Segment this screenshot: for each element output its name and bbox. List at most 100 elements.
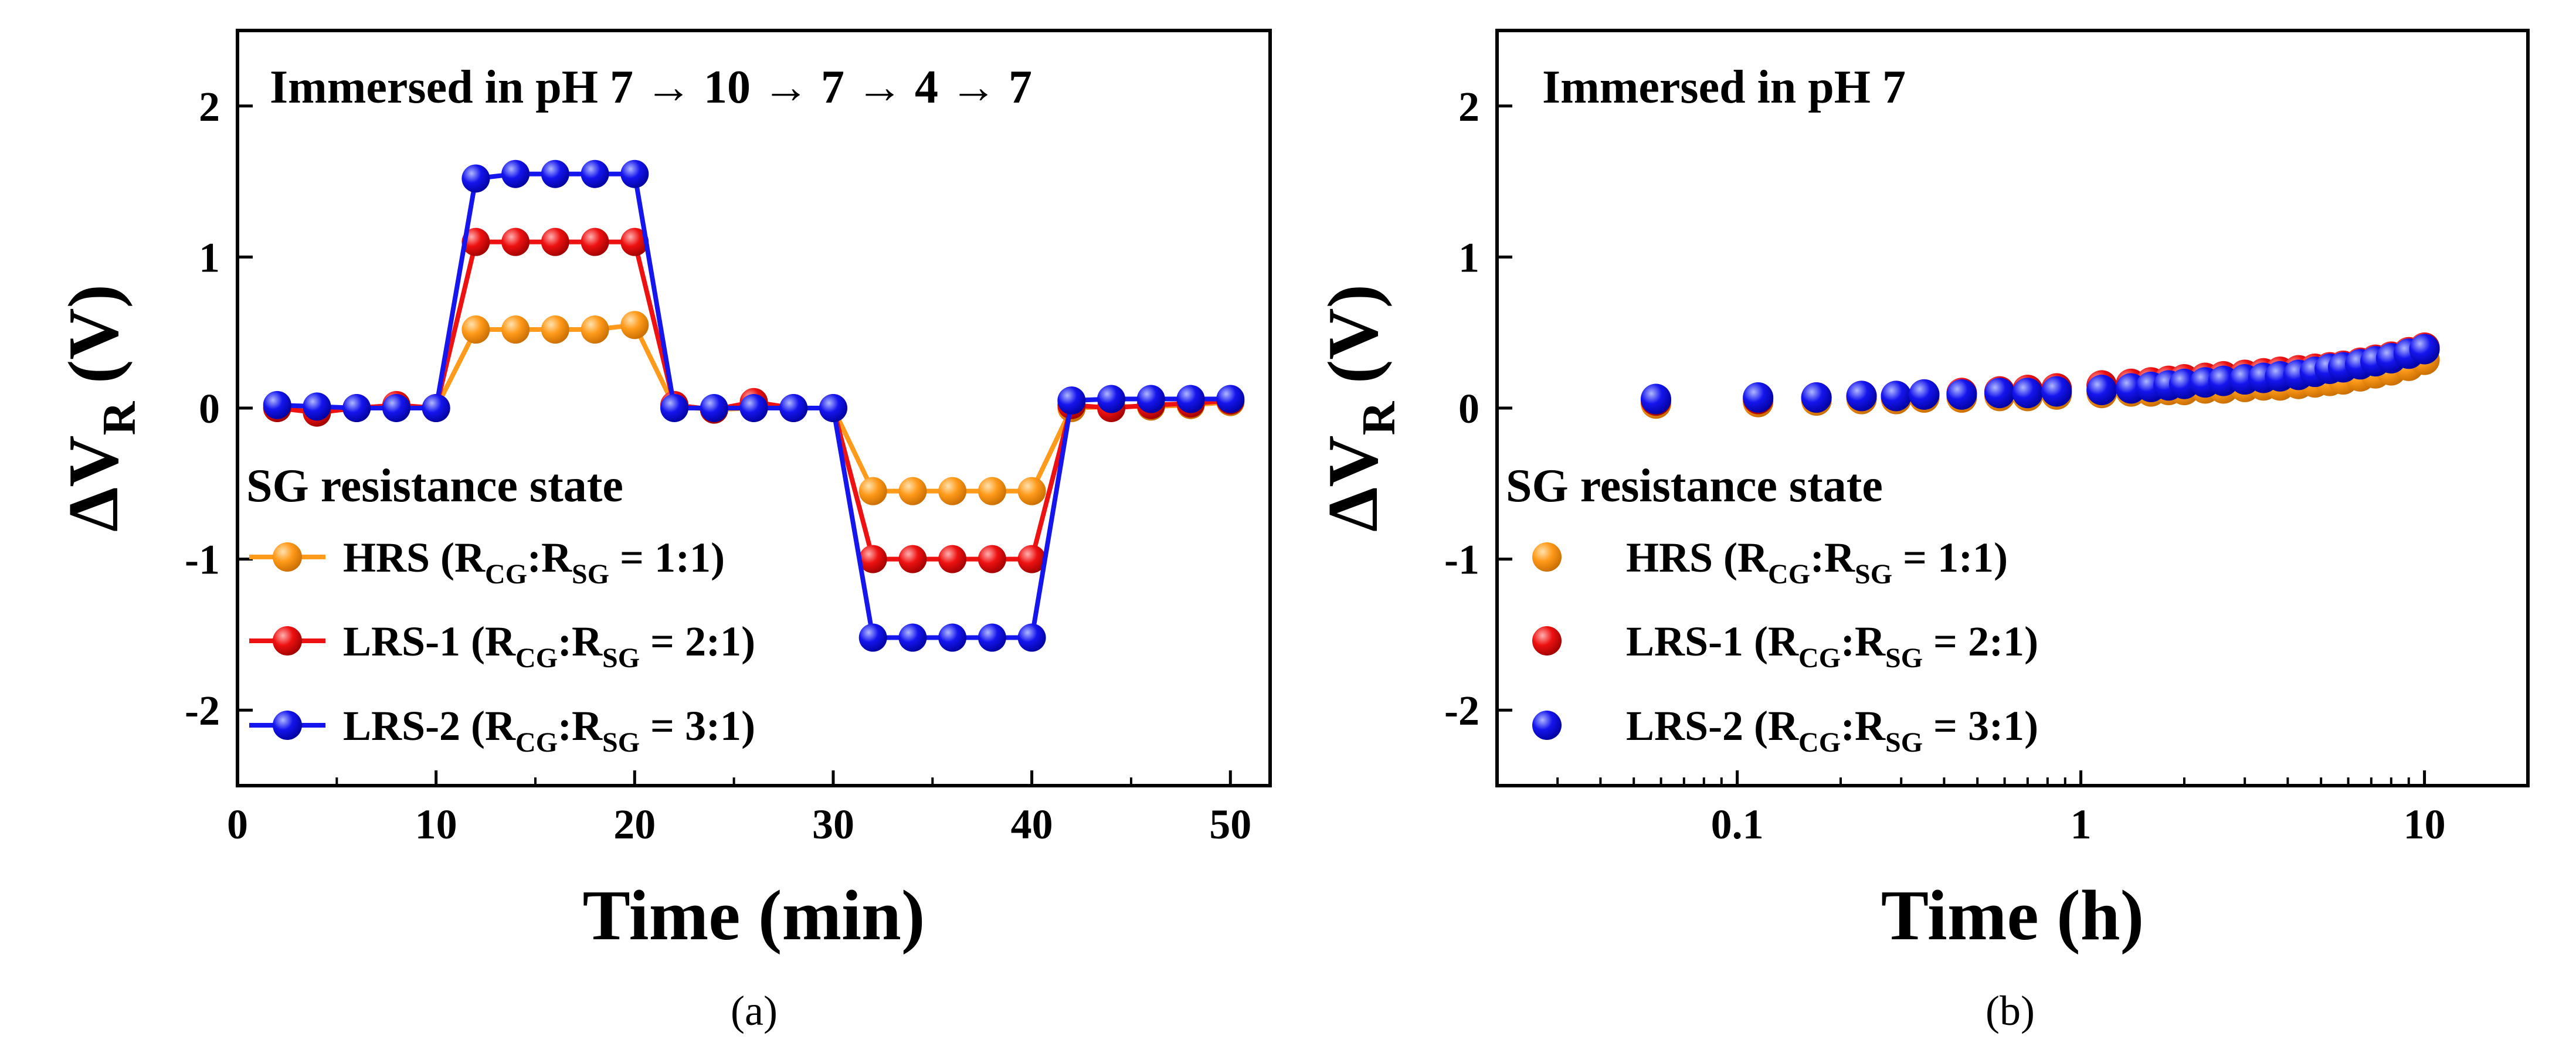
legend-marker-lrs2 bbox=[1532, 711, 1562, 740]
data-point-lrs2 bbox=[1946, 379, 1977, 410]
data-point-hrs bbox=[620, 311, 649, 339]
y-tick-label: -1 bbox=[1444, 536, 1479, 583]
data-point-lrs2 bbox=[2409, 334, 2440, 365]
y-tick-label: -2 bbox=[185, 687, 220, 734]
legend-label-lrs1: LRS-1 (RCG:RSG = 2:1) bbox=[1626, 618, 2038, 674]
data-point-lrs2 bbox=[660, 394, 689, 422]
legend-item-lrs2: LRS-2 (RCG:RSG = 3:1) bbox=[249, 702, 755, 758]
legend-item-hrs: HRS (RCG:RSG = 1:1) bbox=[1532, 534, 2008, 590]
data-point-lrs2 bbox=[739, 394, 768, 422]
data-point-lrs1 bbox=[938, 545, 967, 573]
data-point-lrs1 bbox=[541, 227, 569, 256]
data-point-lrs2 bbox=[978, 623, 1006, 652]
x-tick-label: 20 bbox=[613, 801, 656, 848]
data-point-lrs2 bbox=[819, 394, 847, 422]
data-point-lrs2 bbox=[1801, 382, 1832, 413]
annotation-text: Immersed in pH 7 bbox=[1542, 62, 1906, 113]
data-point-lrs1 bbox=[898, 545, 927, 573]
data-point-lrs2 bbox=[1216, 385, 1245, 413]
data-point-lrs2 bbox=[779, 394, 808, 422]
data-point-lrs2 bbox=[461, 164, 490, 193]
data-point-lrs2 bbox=[303, 392, 331, 421]
data-point-lrs2 bbox=[2041, 376, 2072, 407]
data-point-lrs1 bbox=[501, 227, 530, 256]
x-tick-label: 0 bbox=[227, 801, 248, 848]
data-point-lrs2 bbox=[938, 623, 967, 652]
data-point-lrs1 bbox=[461, 227, 490, 256]
x-axis-label: Time (h) bbox=[1881, 876, 2144, 955]
data-point-lrs1 bbox=[858, 545, 887, 573]
y-tick-label: 0 bbox=[1458, 385, 1479, 432]
y-tick-label: 0 bbox=[199, 385, 220, 432]
data-point-lrs1 bbox=[978, 545, 1006, 573]
data-point-lrs1 bbox=[1017, 545, 1046, 573]
data-point-lrs2 bbox=[1017, 623, 1046, 652]
data-point-lrs2 bbox=[263, 390, 291, 419]
legend-label-lrs2: LRS-2 (RCG:RSG = 3:1) bbox=[1626, 702, 2038, 758]
x-tick-label: 40 bbox=[1011, 801, 1053, 848]
y-tick-label: 1 bbox=[199, 234, 220, 281]
panel-caption: (a) bbox=[731, 987, 778, 1034]
x-axis-label: Time (min) bbox=[583, 876, 925, 955]
data-point-hrs bbox=[581, 315, 609, 344]
data-point-lrs2 bbox=[1909, 379, 1940, 410]
legend-label-hrs: HRS (RCG:RSG = 1:1) bbox=[1626, 534, 2008, 590]
data-point-lrs2 bbox=[541, 159, 569, 188]
legend-item-hrs: HRS (RCG:RSG = 1:1) bbox=[249, 534, 725, 590]
series-lrs2 bbox=[263, 159, 1245, 652]
data-point-lrs2 bbox=[898, 623, 927, 652]
x-tick-label: 1 bbox=[2071, 801, 2092, 848]
data-point-lrs2 bbox=[382, 394, 410, 422]
x-tick-label: 30 bbox=[812, 801, 854, 848]
legend-item-lrs2: LRS-2 (RCG:RSG = 3:1) bbox=[1532, 702, 2038, 758]
x-tick-label: 0.1 bbox=[1711, 801, 1764, 848]
legend-marker-lrs1 bbox=[273, 626, 302, 655]
y-tick-label: 2 bbox=[199, 83, 220, 130]
data-point-lrs2 bbox=[501, 159, 530, 188]
data-point-lrs2 bbox=[581, 159, 609, 188]
data-point-lrs2 bbox=[1881, 381, 1912, 412]
data-point-lrs2 bbox=[1176, 385, 1205, 413]
legend-title: SG resistance state bbox=[246, 460, 623, 512]
y-tick-label: 1 bbox=[1458, 234, 1479, 281]
data-point-lrs2 bbox=[1097, 385, 1126, 413]
data-point-lrs2 bbox=[700, 394, 728, 422]
y-tick-label: -1 bbox=[185, 536, 220, 583]
data-point-lrs1 bbox=[620, 227, 649, 256]
data-point-lrs2 bbox=[858, 623, 887, 652]
legend-label-hrs: HRS (RCG:RSG = 1:1) bbox=[343, 534, 725, 590]
legend-marker-hrs bbox=[1532, 542, 1562, 572]
data-point-hrs bbox=[541, 315, 569, 344]
data-point-lrs2 bbox=[342, 394, 371, 422]
data-point-lrs2 bbox=[1984, 378, 2015, 409]
panel-caption: (b) bbox=[1986, 987, 2035, 1034]
data-point-lrs1 bbox=[581, 227, 609, 256]
data-point-lrs2 bbox=[1057, 386, 1086, 415]
legend-label-lrs2: LRS-2 (RCG:RSG = 3:1) bbox=[343, 702, 755, 758]
data-point-hrs bbox=[501, 315, 530, 344]
data-point-lrs2 bbox=[620, 159, 649, 188]
legend-item-lrs1: LRS-1 (RCG:RSG = 2:1) bbox=[249, 618, 755, 674]
legend-item-lrs1: LRS-1 (RCG:RSG = 2:1) bbox=[1532, 618, 2038, 674]
data-point-lrs2 bbox=[1136, 385, 1165, 413]
data-point-lrs2 bbox=[2012, 378, 2043, 409]
legend-marker-hrs bbox=[273, 542, 302, 572]
legend-title: SG resistance state bbox=[1506, 460, 1883, 512]
legend-marker-lrs1 bbox=[1532, 626, 1562, 655]
y-tick-label: 2 bbox=[1458, 83, 1479, 130]
y-tick-label: -2 bbox=[1444, 687, 1479, 734]
data-point-hrs bbox=[1017, 477, 1046, 505]
data-point-hrs bbox=[858, 477, 887, 505]
y-axis-label: ΔVR (V) bbox=[54, 284, 145, 532]
annotation-text: Immersed in pH 7 → 10 → 7 → 4 → 7 bbox=[270, 62, 1032, 113]
series-lrs2 bbox=[1640, 334, 2440, 415]
legend-label-lrs1: LRS-1 (RCG:RSG = 2:1) bbox=[343, 618, 755, 674]
data-point-hrs bbox=[938, 477, 967, 505]
y-axis-label: ΔVR (V) bbox=[1314, 284, 1405, 532]
legend: SG resistance state HRS (RCG:RSG = 1:1) LR… bbox=[1506, 460, 2038, 758]
x-tick-label: 10 bbox=[415, 801, 457, 848]
x-tick-label: 10 bbox=[2404, 801, 2446, 848]
